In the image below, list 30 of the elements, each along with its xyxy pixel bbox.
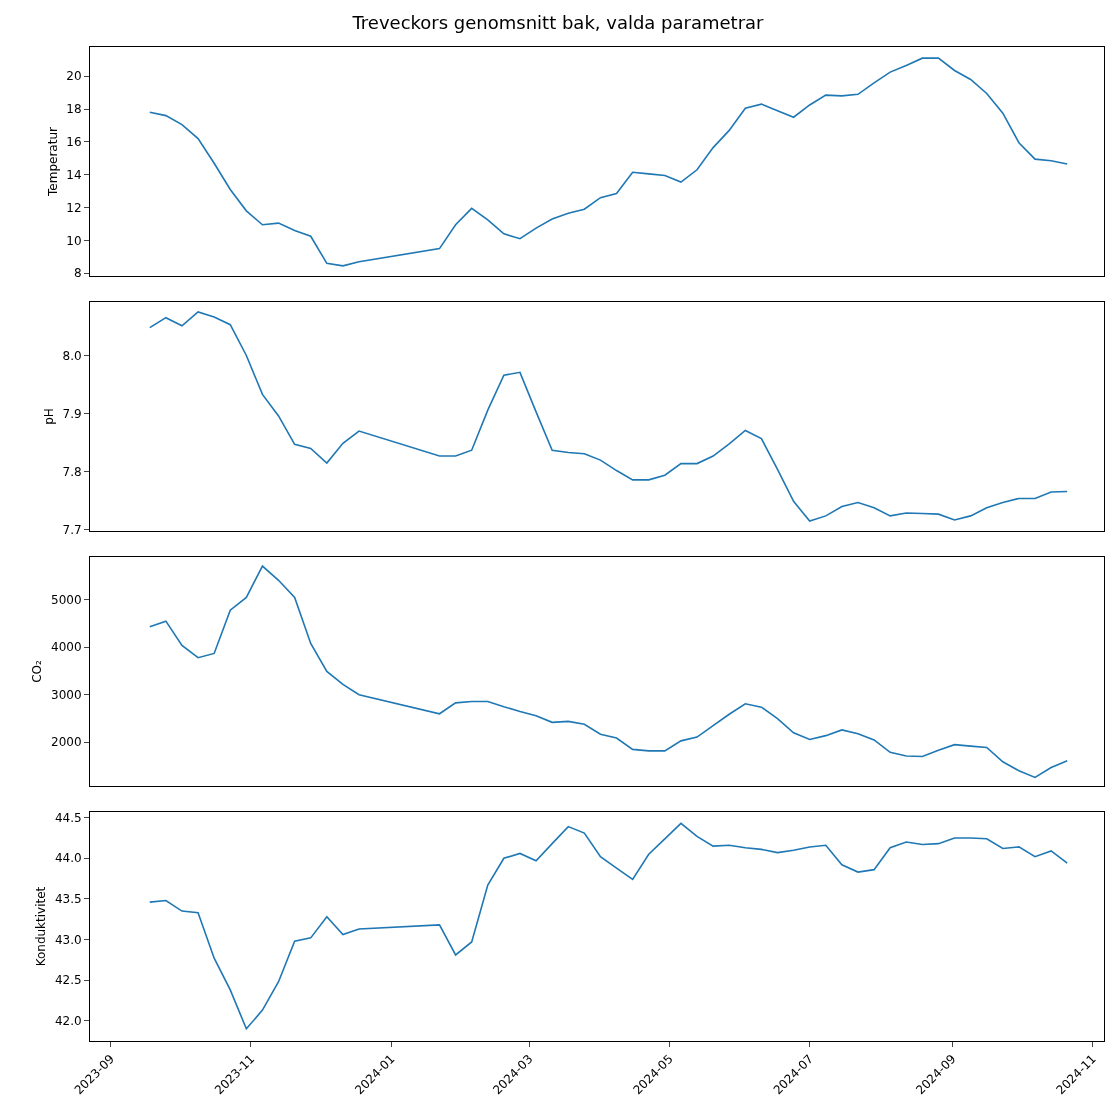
y-tick-label: 2000 bbox=[51, 735, 82, 750]
y-axis-title: pH bbox=[41, 408, 56, 425]
y-tick-label: 44.5 bbox=[54, 810, 82, 825]
y-tick-label: 42.0 bbox=[54, 1013, 82, 1028]
line-series bbox=[148, 565, 1069, 779]
y-axis-title: Temperatur bbox=[45, 126, 60, 197]
y-axis-title: CO₂ bbox=[30, 660, 45, 683]
y-tick-label: 20 bbox=[66, 69, 82, 84]
y-tick-label: 5000 bbox=[51, 592, 82, 607]
y-tick-label: 7.9 bbox=[62, 406, 82, 421]
line-series bbox=[148, 822, 1069, 1030]
y-tick-label: 7.7 bbox=[62, 523, 82, 538]
chart-title: Treveckors genomsnitt bak, valda parametrar bbox=[351, 12, 765, 34]
line-series bbox=[148, 311, 1069, 522]
y-tick-label: 10 bbox=[66, 233, 82, 248]
y-tick-label: 8 bbox=[73, 266, 82, 281]
y-axis-title: Konduktivitet bbox=[34, 886, 49, 967]
y-tick-label: 18 bbox=[66, 102, 82, 117]
y-tick-label: 43.0 bbox=[54, 932, 82, 947]
y-tick-label: 42.5 bbox=[54, 973, 82, 988]
y-tick-label: 44.0 bbox=[54, 851, 82, 866]
y-tick-label: 8.0 bbox=[62, 348, 82, 363]
y-tick-label: 12 bbox=[66, 200, 82, 215]
y-tick-label: 16 bbox=[66, 135, 82, 150]
y-tick-label: 4000 bbox=[51, 640, 82, 655]
y-tick-label: 3000 bbox=[51, 687, 82, 702]
y-tick-label: 14 bbox=[66, 167, 82, 182]
line-series bbox=[148, 57, 1069, 267]
y-tick-label: 7.8 bbox=[62, 464, 82, 479]
y-tick-label: 43.5 bbox=[54, 892, 82, 907]
